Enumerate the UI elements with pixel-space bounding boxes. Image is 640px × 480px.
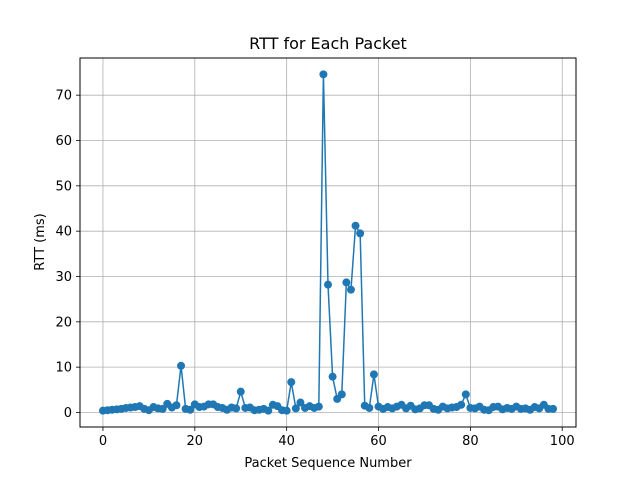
data-point-59 bbox=[369, 370, 378, 379]
data-point-98 bbox=[549, 404, 558, 413]
y-tick-label-7: 70 bbox=[55, 89, 72, 104]
x-axis-label: Packet Sequence Number bbox=[244, 456, 412, 471]
chart-title: RTT for Each Packet bbox=[249, 34, 407, 53]
data-point-50 bbox=[328, 372, 337, 381]
data-point-79 bbox=[461, 390, 470, 399]
data-point-49 bbox=[324, 280, 332, 289]
data-point-16 bbox=[172, 401, 181, 410]
data-point-53 bbox=[342, 278, 351, 287]
series-rtt bbox=[98, 70, 558, 415]
data-point-43 bbox=[296, 398, 305, 407]
y-tick-label-6: 60 bbox=[55, 134, 72, 149]
y-tick-label-5: 50 bbox=[55, 179, 72, 194]
data-point-48 bbox=[319, 70, 328, 79]
y-axis-ticks: 0 10 20 30 40 50 60 70 bbox=[55, 89, 80, 421]
data-point-54 bbox=[346, 285, 355, 294]
data-point-17 bbox=[177, 361, 186, 370]
y-tick-label-0: 0 bbox=[64, 406, 72, 421]
data-point-30 bbox=[236, 387, 245, 396]
data-point-47 bbox=[314, 402, 323, 411]
data-point-40 bbox=[282, 406, 291, 415]
y-tick-label-1: 10 bbox=[55, 361, 72, 376]
data-point-55 bbox=[351, 221, 360, 230]
data-point-19 bbox=[186, 405, 195, 414]
plot-frame bbox=[79, 57, 577, 428]
y-axis-label: RTT (ms) bbox=[33, 213, 48, 270]
x-tick-label-5: 100 bbox=[550, 434, 575, 449]
data-point-78 bbox=[457, 400, 466, 409]
y-tick-label-2: 20 bbox=[55, 315, 72, 330]
x-tick-label-0: 0 bbox=[99, 434, 107, 449]
x-axis-ticks: 0 20 40 60 80 100 bbox=[99, 427, 575, 449]
data-point-52 bbox=[337, 390, 346, 399]
data-point-36 bbox=[264, 406, 273, 415]
data-point-29 bbox=[232, 404, 241, 413]
data-point-42 bbox=[291, 404, 300, 413]
y-tick-label-3: 30 bbox=[55, 270, 72, 285]
y-tick-label-4: 40 bbox=[55, 225, 72, 240]
data-point-41 bbox=[287, 378, 296, 387]
data-point-56 bbox=[356, 229, 365, 238]
data-point-58 bbox=[365, 403, 374, 412]
x-tick-label-2: 40 bbox=[278, 434, 295, 449]
x-tick-label-1: 20 bbox=[187, 434, 204, 449]
x-tick-label-4: 80 bbox=[462, 434, 479, 449]
x-tick-label-3: 60 bbox=[370, 434, 387, 449]
